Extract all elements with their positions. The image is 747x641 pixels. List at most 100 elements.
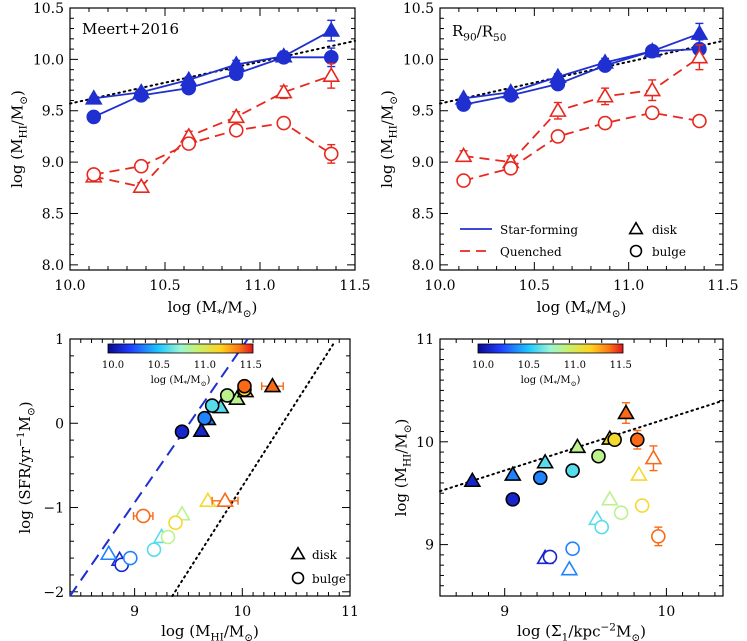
x-tick-label: 10.0 bbox=[54, 278, 85, 294]
data-point bbox=[181, 80, 197, 96]
legend-label-bulge: bulge bbox=[312, 572, 346, 586]
data-point bbox=[565, 463, 580, 478]
data-point bbox=[237, 378, 252, 394]
data-point bbox=[228, 66, 244, 82]
data-point bbox=[692, 113, 707, 129]
data-point bbox=[644, 449, 663, 465]
data-point bbox=[503, 465, 522, 481]
legend-marker-bulge bbox=[291, 571, 305, 585]
y-tick-label: 8.5 bbox=[42, 206, 64, 222]
legend-label-star-forming: Star-forming bbox=[500, 223, 578, 237]
data-point bbox=[123, 550, 138, 566]
data-point bbox=[456, 97, 471, 112]
reference-line-dotted bbox=[171, 342, 335, 597]
quenched-disk-line bbox=[463, 56, 700, 164]
y-tick-label: −1 bbox=[43, 501, 64, 517]
data-point bbox=[132, 177, 151, 193]
y-tick-label: 8.0 bbox=[42, 258, 64, 274]
data-point bbox=[591, 448, 606, 464]
panel-4: 9 10 9 10 11 log (Σ1/kpc−2M⊙) log (MHI/M⊙) bbox=[392, 332, 724, 641]
legend-marker-disk bbox=[290, 546, 306, 560]
data-point bbox=[133, 88, 149, 103]
data-point bbox=[600, 490, 619, 506]
data-point bbox=[174, 424, 190, 439]
data-point bbox=[322, 66, 341, 82]
panel-1: 10.0 10.5 11.0 11.5 8.0 8.5 9.0 9.5 10.0 10.5 log … bbox=[8, 1, 371, 320]
y-tick-label: 10.0 bbox=[33, 52, 64, 68]
star-forming-bulge-line bbox=[463, 48, 700, 106]
colorbar: 10.0 10.5 11.0 11.5 log (M*/M⊙) bbox=[102, 343, 262, 388]
x-tick-label: 10.0 bbox=[424, 278, 455, 294]
y-tick-label: 8.0 bbox=[412, 258, 434, 274]
data-point bbox=[456, 173, 471, 188]
x-axis-label: log (M*/M⊙) bbox=[168, 298, 258, 320]
x-tick-label: 9 bbox=[500, 604, 509, 620]
y-axis-label: log (MHI/M⊙) bbox=[378, 90, 400, 188]
data-point bbox=[651, 529, 666, 544]
data-point bbox=[84, 89, 103, 105]
plot-frame bbox=[69, 7, 356, 271]
x-tick-label: 11 bbox=[341, 604, 359, 620]
panel-label: Meert+2016 bbox=[82, 20, 179, 38]
reference-line bbox=[439, 39, 724, 105]
legend-marker-bulge bbox=[629, 244, 643, 258]
colorbar-tick-label: 10.0 bbox=[472, 360, 494, 371]
x-axis-label: log (MHI/M⊙) bbox=[161, 622, 259, 641]
x-tick-label: 10.5 bbox=[519, 278, 550, 294]
data-point bbox=[542, 549, 558, 565]
y-tick-label: 11 bbox=[416, 332, 434, 348]
data-point bbox=[322, 21, 341, 37]
colorbar-tick-label: 10.5 bbox=[148, 360, 170, 371]
data-point bbox=[690, 24, 709, 40]
y-tick-label: 10.5 bbox=[33, 1, 64, 17]
legend-label-bulge: bulge bbox=[652, 245, 686, 259]
data-point bbox=[630, 465, 648, 481]
y-tick-label: 9.0 bbox=[412, 155, 434, 171]
data-point bbox=[549, 101, 567, 117]
data-point bbox=[629, 432, 645, 448]
x-tick-label: 10 bbox=[233, 604, 251, 620]
colorbar-tick-label: 10.0 bbox=[102, 360, 124, 371]
data-point bbox=[536, 453, 554, 469]
y-tick-label: 9.5 bbox=[42, 104, 64, 120]
data-point bbox=[219, 388, 235, 403]
y-tick-label: 10.0 bbox=[403, 52, 434, 68]
data-point bbox=[454, 146, 473, 163]
data-point bbox=[532, 470, 548, 486]
data-point bbox=[133, 158, 149, 174]
legend-label-disk: disk bbox=[312, 548, 338, 562]
y-axis-label: log (MHI/M⊙) bbox=[8, 90, 30, 188]
data-point bbox=[643, 81, 662, 97]
x-tick-label: 11.5 bbox=[339, 278, 370, 294]
colorbar-label: log (M*/M⊙) bbox=[521, 375, 581, 388]
reference-line bbox=[69, 39, 356, 105]
data-point bbox=[86, 167, 102, 182]
data-point bbox=[323, 146, 339, 162]
colorbar-label: log (M*/M⊙) bbox=[151, 375, 211, 388]
data-point bbox=[192, 421, 211, 438]
data-point bbox=[204, 398, 220, 413]
data-point bbox=[274, 83, 293, 99]
data-point bbox=[228, 122, 244, 138]
star-forming-bulge-line bbox=[93, 56, 332, 118]
legend-label-disk: disk bbox=[652, 223, 678, 237]
x-axis-label: log (Σ1/kpc−2M⊙) bbox=[517, 621, 646, 641]
data-point bbox=[276, 115, 292, 131]
data-point bbox=[690, 48, 709, 64]
data-point bbox=[99, 544, 118, 561]
y-tick-label: 9.0 bbox=[42, 155, 64, 171]
data-point bbox=[503, 88, 519, 103]
y-tick-label: 9.5 bbox=[412, 104, 434, 120]
data-point bbox=[216, 491, 234, 507]
x-tick-label: 11.0 bbox=[244, 278, 275, 294]
data-point bbox=[276, 50, 292, 65]
colorbar-tick-label: 11.0 bbox=[194, 360, 216, 371]
colorbar: 10.0 10.5 11.0 11.5 log (M*/M⊙) bbox=[472, 343, 632, 388]
x-axis-label: log (M*/M⊙) bbox=[537, 298, 627, 320]
y-tick-label: −2 bbox=[43, 585, 64, 601]
data-point bbox=[596, 87, 614, 103]
data-point bbox=[198, 491, 217, 507]
y-tick-label: 9 bbox=[425, 538, 434, 554]
star-forming-disk-line bbox=[463, 32, 700, 100]
